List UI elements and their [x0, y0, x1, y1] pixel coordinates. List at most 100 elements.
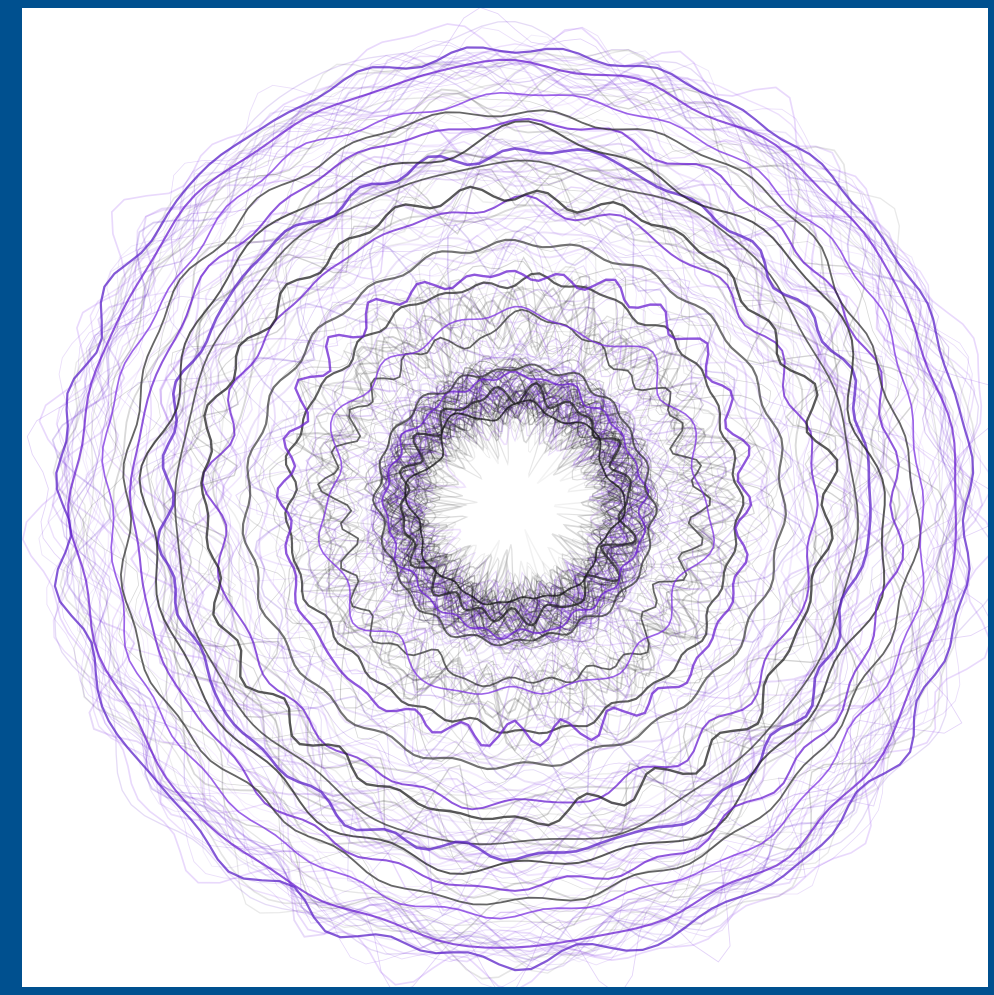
ring: [189, 172, 854, 836]
ring: [372, 367, 655, 650]
ring-artwork: [22, 8, 988, 987]
ring: [66, 44, 961, 966]
ring: [399, 386, 630, 615]
ring: [382, 374, 646, 627]
ring: [400, 390, 629, 620]
ring: [381, 370, 650, 641]
ring: [85, 74, 958, 945]
ring: [67, 58, 957, 949]
ring: [383, 381, 630, 635]
ring: [128, 117, 905, 892]
ring: [54, 20, 988, 972]
ring: [386, 379, 648, 624]
ring: [166, 156, 852, 837]
ring: [379, 357, 642, 642]
ring: [370, 346, 671, 647]
ring: [46, 26, 981, 987]
ring: [371, 363, 658, 647]
ring: [284, 272, 745, 735]
ring: [290, 288, 738, 733]
ring: [354, 352, 676, 662]
ring: [398, 381, 638, 627]
ring: [401, 389, 629, 621]
ring: [367, 359, 670, 662]
ring: [254, 235, 767, 760]
ring: [160, 154, 858, 852]
ring: [135, 131, 885, 877]
ring: [52, 49, 976, 980]
ring: [138, 120, 886, 875]
ring: [411, 402, 623, 609]
ring: [363, 364, 660, 646]
ring: [130, 122, 913, 912]
ring: [366, 353, 656, 651]
ring: [331, 329, 706, 697]
ring: [290, 279, 742, 750]
ring: [405, 375, 636, 623]
ring: [404, 399, 626, 606]
ring: [200, 185, 839, 827]
ring: [220, 208, 797, 792]
ring: [295, 265, 765, 720]
ring: [253, 242, 778, 767]
ring: [275, 269, 753, 748]
ring: [162, 137, 880, 868]
ring: [58, 48, 971, 974]
ring: [315, 282, 716, 727]
ring: [399, 393, 614, 613]
ring: [68, 59, 956, 947]
ring: [82, 93, 934, 912]
ring: [324, 296, 716, 701]
ring: [47, 43, 988, 959]
ring: [388, 381, 638, 631]
ring: [364, 344, 680, 663]
ring: [372, 365, 657, 642]
ring: [248, 292, 771, 732]
ring: [374, 367, 653, 640]
ring: [375, 370, 665, 643]
ring: [412, 406, 616, 617]
ring: [238, 230, 770, 761]
ring: [365, 358, 669, 647]
ring: [174, 159, 859, 845]
ring: [379, 357, 656, 655]
ring: [405, 389, 629, 615]
ring: [154, 140, 885, 869]
ring: [355, 365, 686, 643]
ring: [338, 336, 703, 681]
ring: [298, 293, 723, 725]
artwork-frame: [22, 8, 988, 987]
ring: [155, 140, 883, 859]
ring: [318, 330, 709, 678]
ring: [382, 365, 647, 641]
ring: [233, 237, 778, 766]
ring: [403, 393, 630, 632]
ring: [119, 109, 922, 906]
ring: [284, 291, 724, 710]
ring: [150, 138, 885, 873]
ring: [201, 194, 819, 811]
ring: [235, 233, 788, 776]
ring: [215, 212, 810, 800]
ring: [101, 91, 925, 920]
ring: [156, 147, 872, 862]
ring: [175, 164, 853, 830]
ring: [260, 250, 771, 763]
ring: [86, 83, 945, 927]
ring: [380, 367, 653, 645]
ring: [60, 48, 962, 956]
ring: [317, 305, 716, 695]
ring: [53, 46, 975, 972]
ring: [307, 279, 752, 731]
ring: [243, 231, 786, 785]
ring: [214, 211, 817, 797]
ring: [319, 312, 712, 695]
ring: [368, 369, 650, 648]
ring: [262, 252, 771, 760]
ring: [258, 246, 779, 760]
ring: [87, 80, 939, 937]
ring: [401, 404, 627, 606]
ring: [322, 319, 694, 682]
ring: [56, 40, 974, 965]
ring: [295, 280, 737, 752]
